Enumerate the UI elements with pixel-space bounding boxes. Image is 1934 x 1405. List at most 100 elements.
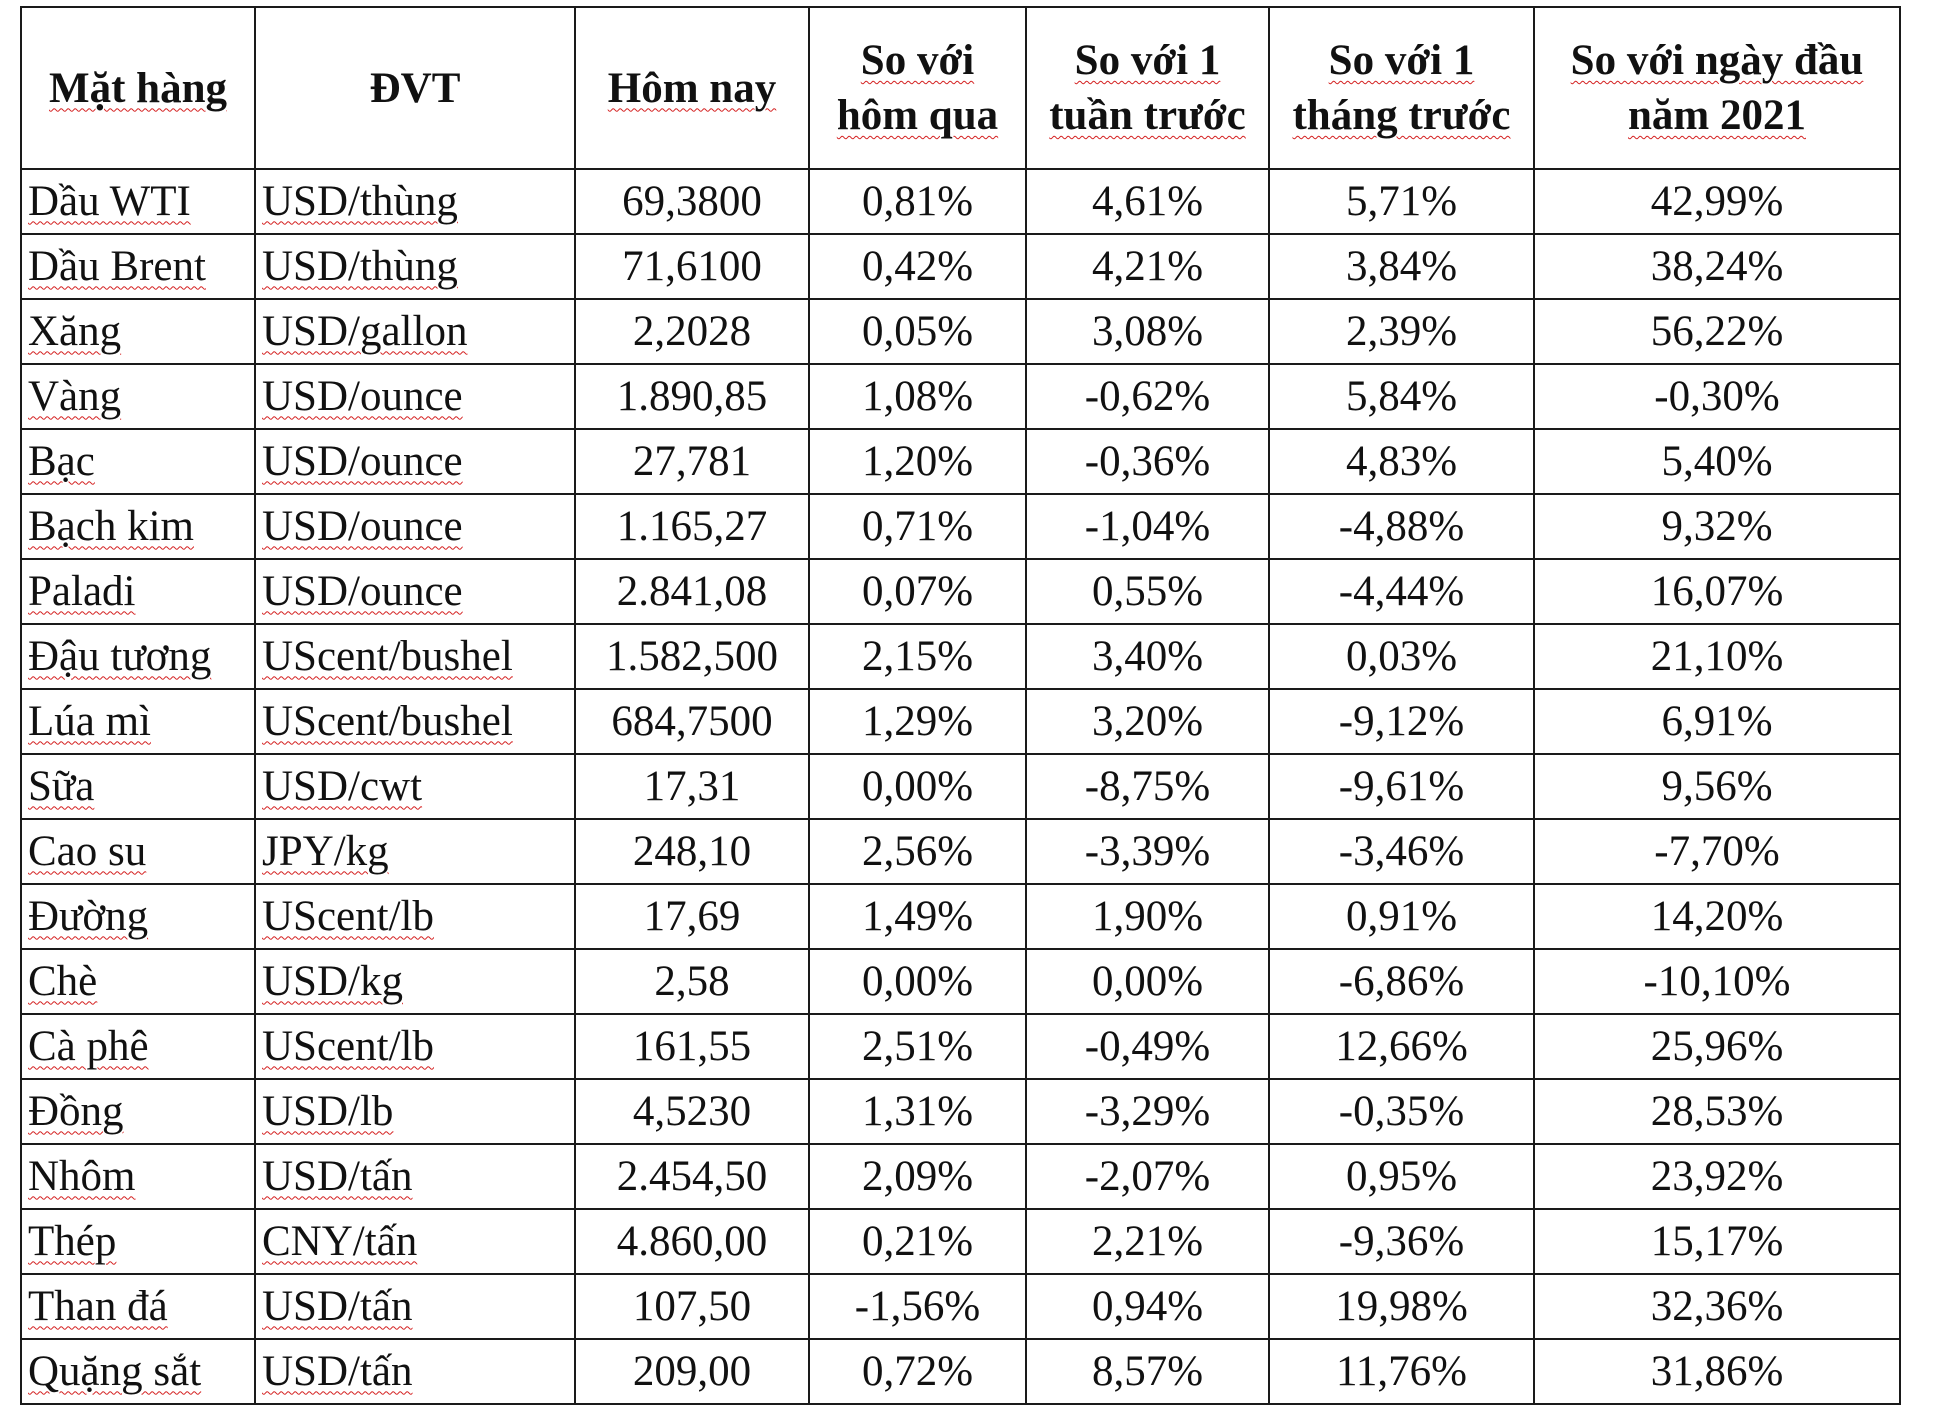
today-cell: 248,10 — [574, 818, 810, 885]
table-row: Quặng sắt USD/tấn 209,00 0,72% 8,57% 11,76% 31… — [20, 1338, 1901, 1405]
vs-yesterday-cell: 0,72% — [808, 1338, 1027, 1405]
unit-cell: USD/ounce — [254, 493, 576, 560]
commodity-cell: Xăng — [20, 298, 256, 365]
vs-month-cell: 12,66% — [1268, 1013, 1535, 1080]
commodity-cell: Lúa mì — [20, 688, 256, 755]
commodity-cell: Cà phê — [20, 1013, 256, 1080]
unit-cell: USD/gallon — [254, 298, 576, 365]
table-row: Vàng USD/ounce 1.890,85 1,08% -0,62% 5,84% -0,… — [20, 363, 1901, 430]
unit-cell: UScent/bushel — [254, 688, 576, 755]
vs-month-cell: 5,84% — [1268, 363, 1535, 430]
table-row: Paladi USD/ounce 2.841,08 0,07% 0,55% -4,44% 1… — [20, 558, 1901, 625]
table-row: Nhôm USD/tấn 2.454,50 2,09% -2,07% 0,95% 23,92… — [20, 1143, 1901, 1210]
vs-yesterday-cell: 0,71% — [808, 493, 1027, 560]
header-vs-week: So với 1 tuần trước — [1025, 6, 1270, 170]
vs-week-cell: 0,94% — [1025, 1273, 1270, 1340]
vs-yesterday-cell: 0,05% — [808, 298, 1027, 365]
unit-cell: USD/tấn — [254, 1273, 576, 1340]
vs-week-cell: 0,00% — [1025, 948, 1270, 1015]
vs-week-cell: 0,55% — [1025, 558, 1270, 625]
unit-cell: USD/lb — [254, 1078, 576, 1145]
commodity-cell: Paladi — [20, 558, 256, 625]
vs-month-cell: 11,76% — [1268, 1338, 1535, 1405]
table-row: Sữa USD/cwt 17,31 0,00% -8,75% -9,61% 9,56% — [20, 753, 1901, 820]
vs-month-cell: 0,95% — [1268, 1143, 1535, 1210]
today-cell: 2,2028 — [574, 298, 810, 365]
unit-cell: UScent/lb — [254, 883, 576, 950]
today-cell: 107,50 — [574, 1273, 810, 1340]
unit-cell: USD/tấn — [254, 1143, 576, 1210]
vs-year-start-cell: 16,07% — [1533, 558, 1901, 625]
unit-cell: USD/kg — [254, 948, 576, 1015]
vs-week-cell: -1,04% — [1025, 493, 1270, 560]
table-row: Đường UScent/lb 17,69 1,49% 1,90% 0,91% 14,20% — [20, 883, 1901, 950]
vs-month-cell: -4,88% — [1268, 493, 1535, 560]
unit-cell: USD/thùng — [254, 233, 576, 300]
vs-month-cell: 4,83% — [1268, 428, 1535, 495]
vs-year-start-cell: 21,10% — [1533, 623, 1901, 690]
vs-yesterday-cell: 0,42% — [808, 233, 1027, 300]
commodity-price-table: Mặt hàng ĐVT Hôm nay So với hôm qua So v… — [20, 6, 1901, 1405]
today-cell: 161,55 — [574, 1013, 810, 1080]
table-row: Đậu tương UScent/bushel 1.582,500 2,15% 3,40… — [20, 623, 1901, 690]
commodity-cell: Chè — [20, 948, 256, 1015]
vs-month-cell: -9,36% — [1268, 1208, 1535, 1275]
table-row: Dầu WTI USD/thùng 69,3800 0,81% 4,61% 5,71% 42… — [20, 168, 1901, 235]
table-row: Bạch kim USD/ounce 1.165,27 0,71% -1,04% -4,8… — [20, 493, 1901, 560]
header-vs-year-start: So với ngày đầu năm 2021 — [1533, 6, 1901, 170]
header-vs-yesterday: So với hôm qua — [808, 6, 1027, 170]
commodity-cell: Quặng sắt — [20, 1338, 256, 1405]
vs-yesterday-cell: 0,00% — [808, 753, 1027, 820]
today-cell: 4.860,00 — [574, 1208, 810, 1275]
vs-month-cell: 2,39% — [1268, 298, 1535, 365]
commodity-cell: Cao su — [20, 818, 256, 885]
vs-year-start-cell: 9,32% — [1533, 493, 1901, 560]
today-cell: 4,5230 — [574, 1078, 810, 1145]
vs-week-cell: -8,75% — [1025, 753, 1270, 820]
vs-yesterday-cell: 2,15% — [808, 623, 1027, 690]
today-cell: 209,00 — [574, 1338, 810, 1405]
commodity-cell: Thép — [20, 1208, 256, 1275]
vs-week-cell: 3,20% — [1025, 688, 1270, 755]
vs-year-start-cell: 23,92% — [1533, 1143, 1901, 1210]
vs-month-cell: -9,61% — [1268, 753, 1535, 820]
vs-year-start-cell: 15,17% — [1533, 1208, 1901, 1275]
table-row: Bạc USD/ounce 27,781 1,20% -0,36% 4,83% 5,40% — [20, 428, 1901, 495]
vs-yesterday-cell: 1,29% — [808, 688, 1027, 755]
unit-cell: USD/ounce — [254, 428, 576, 495]
vs-yesterday-cell: 1,49% — [808, 883, 1027, 950]
vs-yesterday-cell: 0,07% — [808, 558, 1027, 625]
commodity-cell: Dầu WTI — [20, 168, 256, 235]
commodity-cell: Than đá — [20, 1273, 256, 1340]
vs-week-cell: -0,49% — [1025, 1013, 1270, 1080]
document-sheet: Mặt hàng ĐVT Hôm nay So với hôm qua So v… — [20, 6, 1901, 1405]
table-row: Chè USD/kg 2,58 0,00% 0,00% -6,86% -10,10% — [20, 948, 1901, 1015]
unit-cell: JPY/kg — [254, 818, 576, 885]
today-cell: 2,58 — [574, 948, 810, 1015]
vs-year-start-cell: 38,24% — [1533, 233, 1901, 300]
table-body: Dầu WTI USD/thùng 69,3800 0,81% 4,61% 5,71% 42… — [20, 168, 1901, 1405]
vs-week-cell: -0,62% — [1025, 363, 1270, 430]
table-row: Cao su JPY/kg 248,10 2,56% -3,39% -3,46% -7,70… — [20, 818, 1901, 885]
vs-yesterday-cell: 1,31% — [808, 1078, 1027, 1145]
vs-yesterday-cell: -1,56% — [808, 1273, 1027, 1340]
vs-year-start-cell: 14,20% — [1533, 883, 1901, 950]
vs-yesterday-cell: 0,00% — [808, 948, 1027, 1015]
vs-year-start-cell: 9,56% — [1533, 753, 1901, 820]
vs-month-cell: 0,03% — [1268, 623, 1535, 690]
vs-month-cell: -4,44% — [1268, 558, 1535, 625]
header-unit: ĐVT — [254, 6, 576, 170]
unit-cell: USD/ounce — [254, 558, 576, 625]
today-cell: 17,31 — [574, 753, 810, 820]
vs-month-cell: -0,35% — [1268, 1078, 1535, 1145]
vs-year-start-cell: 5,40% — [1533, 428, 1901, 495]
today-cell: 2.841,08 — [574, 558, 810, 625]
vs-month-cell: 19,98% — [1268, 1273, 1535, 1340]
vs-month-cell: -9,12% — [1268, 688, 1535, 755]
vs-month-cell: -3,46% — [1268, 818, 1535, 885]
header-vs-month: So với 1 tháng trước — [1268, 6, 1535, 170]
commodity-cell: Dầu Brent — [20, 233, 256, 300]
unit-cell: CNY/tấn — [254, 1208, 576, 1275]
vs-yesterday-cell: 2,09% — [808, 1143, 1027, 1210]
table-row: Xăng USD/gallon 2,2028 0,05% 3,08% 2,39% 56,22… — [20, 298, 1901, 365]
